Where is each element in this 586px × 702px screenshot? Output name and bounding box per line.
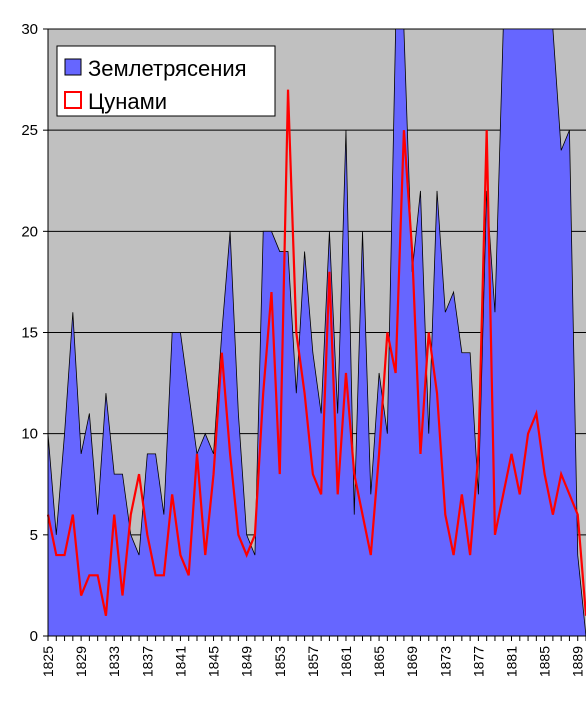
- x-tick-label-1853: 1853: [272, 646, 288, 677]
- legend-label-tsunami: Цунами: [88, 89, 167, 114]
- x-tick-label-1877: 1877: [470, 646, 486, 677]
- tsunami-line-layer: [46, 89, 586, 616]
- legend-swatch-earthquakes: [64, 58, 82, 76]
- legend: Землетрясения Цунами: [56, 45, 276, 117]
- x-tick-label-1885: 1885: [537, 646, 553, 677]
- earthquakes-area: [47, 28, 586, 637]
- x-axis-ticks: 1825 1829 1833 1837 1841 1845 1849 1853 1857 1861…: [40, 636, 586, 677]
- x-tick-label-1845: 1845: [206, 646, 222, 677]
- legend-box: [56, 45, 276, 117]
- y-tick-label-20: 20: [21, 223, 38, 240]
- y-axis-ticks: 0 5 10 15 20 25 30: [21, 21, 48, 645]
- x-tick-label-1837: 1837: [139, 646, 155, 677]
- y-tick-label-15: 15: [21, 325, 38, 342]
- y-tick-label-10: 10: [21, 426, 38, 443]
- y-tick-label-5: 5: [30, 527, 38, 544]
- earthquakes-area-layer: [47, 28, 586, 637]
- x-tick-label-1857: 1857: [305, 646, 321, 677]
- y-tick-label-25: 25: [21, 122, 38, 139]
- x-tick-label-1861: 1861: [338, 646, 354, 677]
- x-tick-label-1881: 1881: [504, 646, 520, 677]
- legend-swatch-tsunami: [64, 91, 82, 109]
- x-tick-label-1873: 1873: [437, 646, 453, 677]
- x-tick-label-1829: 1829: [73, 646, 89, 677]
- tsunami-line: [46, 89, 586, 616]
- x-tick-label-1841: 1841: [172, 646, 188, 677]
- x-tick-label-1849: 1849: [239, 646, 255, 677]
- x-tick-label-1825: 1825: [40, 646, 56, 677]
- x-tick-label-1833: 1833: [106, 646, 122, 677]
- legend-label-earthquakes: Землетрясения: [88, 56, 247, 81]
- x-tick-label-1889: 1889: [570, 646, 586, 677]
- x-tick-label-1865: 1865: [371, 646, 387, 677]
- y-tick-label-30: 30: [21, 21, 38, 38]
- y-tick-label-0: 0: [30, 628, 38, 645]
- x-tick-label-1869: 1869: [404, 646, 420, 677]
